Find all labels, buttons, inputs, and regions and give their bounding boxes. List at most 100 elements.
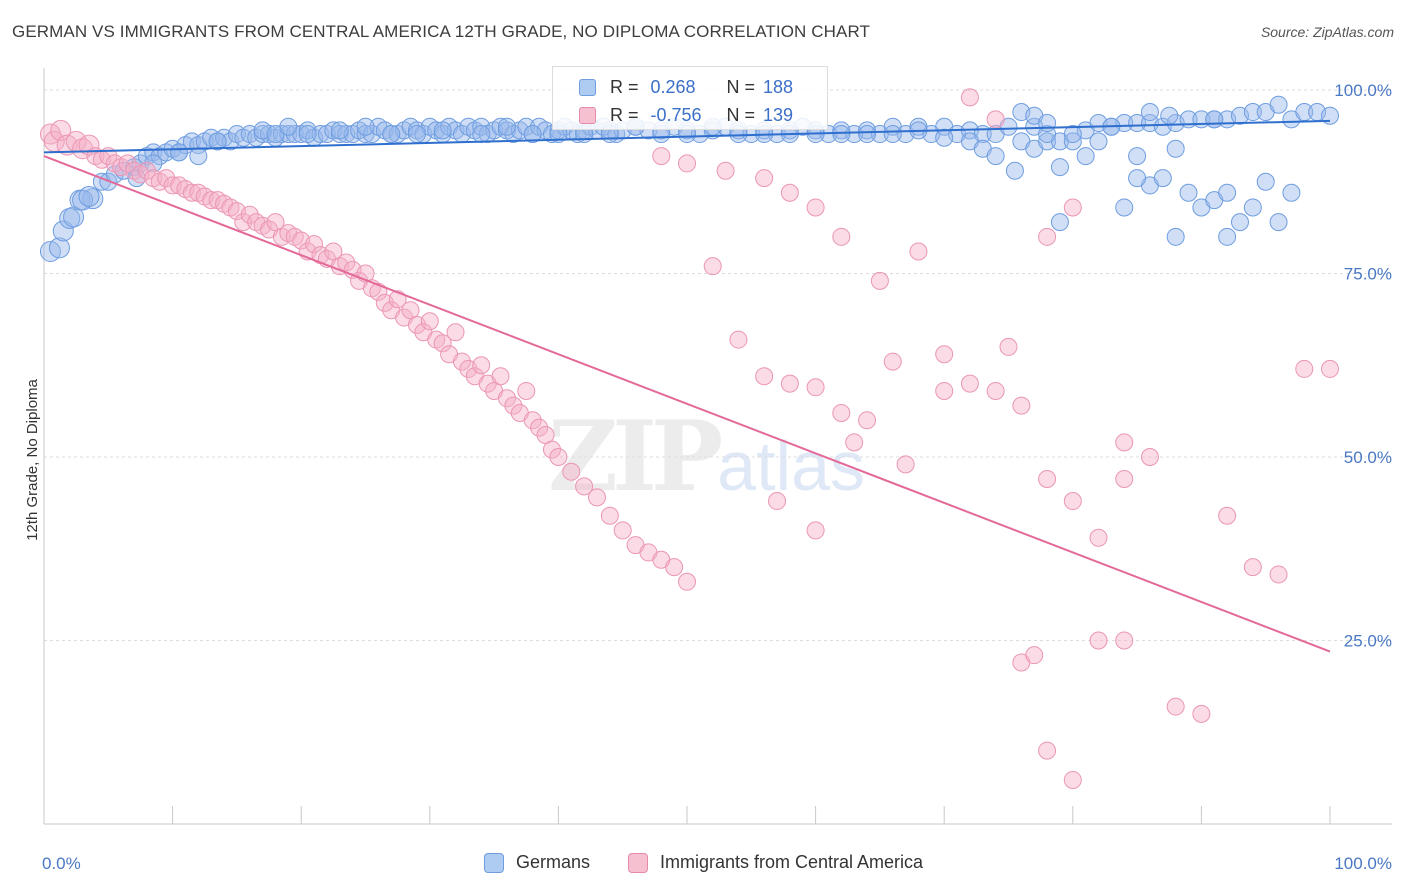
german-point [986,147,1005,166]
trend-lines [43,119,1331,653]
central-america-point [497,389,516,408]
central-america-point [1038,470,1057,489]
central-america-point [446,323,465,342]
german-point [72,189,94,211]
german-point [1218,227,1237,246]
german-point [279,125,298,144]
central-america-point [909,242,928,261]
german-point [433,121,452,140]
german-point [1005,161,1024,180]
central-america-point [1243,558,1262,577]
central-america-point [240,205,259,224]
german-point [63,206,85,228]
german-point [1038,114,1057,133]
central-america-point [1038,741,1057,760]
central-america-point [678,154,696,173]
central-america-swatch [579,106,596,124]
german-point [1038,132,1057,151]
central-america-point [780,183,799,202]
central-america-point [234,213,253,232]
german-point [517,117,536,136]
german-point [1160,106,1179,125]
germans-r-value: 0.268 [650,76,696,97]
r-label: R = [610,104,639,125]
central-america-point [1038,227,1057,246]
central-america-point [780,374,799,393]
central-america-point [870,271,889,290]
central-america-point [504,396,523,415]
german-point [170,143,189,162]
german-point [272,125,291,144]
central-america-point [1192,704,1211,723]
german-point [1140,103,1159,122]
central-america-point [935,345,954,364]
central-america-point [986,110,1005,129]
central-america-point [491,367,510,386]
central-america-point [530,418,549,437]
central-america-point [337,253,356,272]
central-america-point [845,433,864,452]
legend-row-central-america: R = -0.756 N = 139 [553,101,793,129]
central-america-point [305,235,324,254]
central-america-point [665,558,684,577]
central-america-point [1025,646,1044,665]
central-america-point [729,330,748,349]
central-america-point [1321,359,1339,378]
german-point [1089,132,1108,151]
central-america-point [1063,198,1082,217]
central-america-trend-line [43,155,1331,653]
german-point [382,125,401,144]
central-america-point [542,440,561,459]
german-point [48,237,70,259]
legend-item-central-america[interactable]: Immigrants from Central America [628,852,923,873]
german-point [279,117,298,136]
central-america-point [703,257,722,276]
central-america-point [1115,433,1134,452]
german-point [1076,147,1095,166]
central-america-point [1269,565,1288,584]
series-legend: Germans Immigrants from Central America [0,852,1406,878]
central-america-point [935,381,954,400]
central-america-point [1063,770,1082,789]
central-america-legend-label: Immigrants from Central America [660,852,924,872]
central-america-point [806,521,825,540]
central-america-point [472,356,491,375]
german-point [1128,169,1147,188]
german-point [1063,132,1082,151]
x-tick-label: 100.0% [1334,854,1392,873]
german-point [298,125,317,144]
chart-title: GERMAN VS IMMIGRANTS FROM CENTRAL AMERIC… [12,22,870,41]
central-america-point [1063,492,1082,511]
axes [43,68,1392,825]
german-point [497,117,516,136]
central-america-point [613,521,632,540]
correlation-legend: R = 0.268 N = 188 R = -0.756 N = 139 [552,66,828,130]
central-america-point [896,455,915,474]
central-america-point [755,367,774,386]
central-america-point [137,161,156,180]
source-credit: Source: ZipAtlas.com [1260,24,1394,40]
german-point [1115,198,1134,217]
central-america-point [832,227,851,246]
german-point [1166,139,1185,158]
germans-trend-line [43,119,1331,154]
central-america-point [678,572,696,591]
central-america-point [369,282,388,301]
central-america-point [452,352,471,371]
german-point [858,125,877,144]
central-america-point [562,462,581,481]
central-america-points [39,88,1339,789]
central-america-point [768,492,787,511]
central-america-point [1089,631,1108,650]
y-tick-label: 100.0% [1334,81,1392,100]
german-point [78,185,100,207]
german-point [1128,147,1147,166]
german-point [1179,183,1198,202]
central-america-point [1218,506,1237,525]
central-america-point [587,488,606,507]
n-label: N = [726,76,756,97]
central-america-point [433,334,452,353]
german-point [144,154,163,173]
german-point [356,117,375,136]
legend-item-germans[interactable]: Germans [484,852,590,873]
